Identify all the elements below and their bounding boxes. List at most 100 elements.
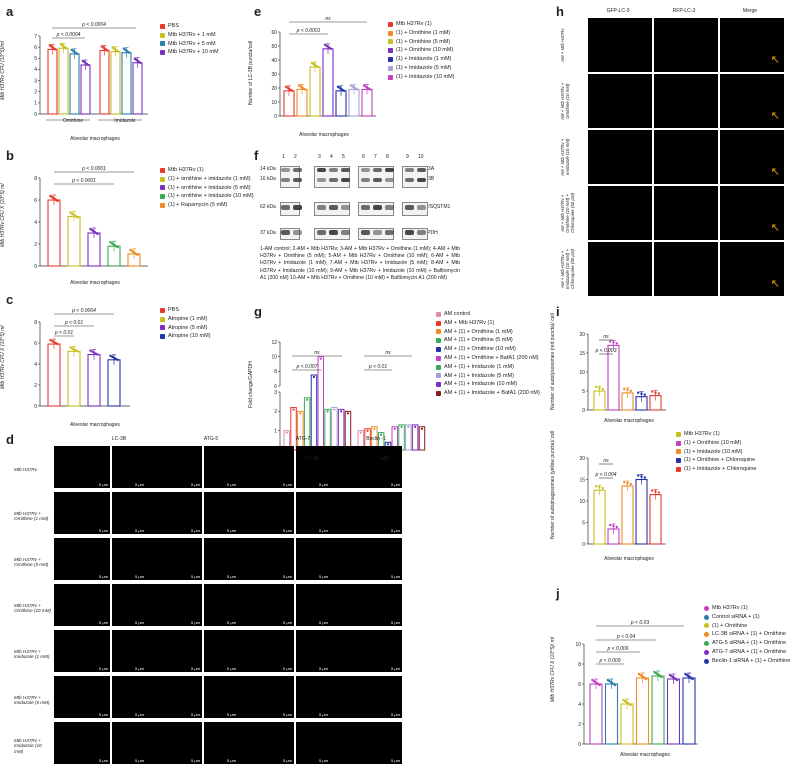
cell-image	[208, 730, 219, 741]
cell-image	[270, 688, 292, 710]
y-tick-label: 10	[579, 370, 585, 376]
scale-bar-label: 5 μm	[391, 574, 400, 579]
col-header-rfp: RFP-LC-3	[672, 8, 696, 14]
y-tick-label: 15	[579, 477, 585, 483]
scale-bar-label: 5 μm	[391, 758, 400, 763]
blot-band	[281, 168, 290, 172]
micrograph-tile: 5 μm	[54, 492, 110, 534]
sig-label: p < 0.003	[595, 348, 617, 354]
cell-image	[334, 730, 356, 752]
panel-label-i: i	[556, 304, 560, 319]
micrograph-tile: 5 μm	[204, 584, 238, 626]
data-point	[691, 677, 694, 681]
blot-band	[341, 230, 350, 235]
bar-1	[67, 350, 81, 407]
legend-marker	[436, 373, 441, 379]
blot-band	[373, 230, 382, 235]
scale-bar-label: 5 μm	[227, 666, 236, 671]
micrograph-tile: 5 μm	[204, 538, 238, 580]
scale-bar-label: 5 μm	[135, 620, 144, 625]
micrograph-tile: 5 μm	[238, 538, 294, 580]
data-point	[306, 398, 309, 401]
data-point	[629, 703, 632, 707]
fluorescence-tile	[654, 242, 718, 296]
cell-image	[736, 28, 768, 60]
cell-image	[133, 458, 144, 469]
scale-bar-label: 5 μm	[227, 620, 236, 625]
col-header-gfp: GFP-LC-3	[606, 8, 630, 14]
col-header-merge: Merge	[742, 8, 758, 14]
legend-marker	[160, 176, 165, 182]
legend-item: (1) + Rapamycin (5 mM)	[160, 201, 254, 210]
cell-image	[133, 642, 144, 653]
sig-label: p < 0.01	[64, 320, 83, 326]
legend-marker	[160, 167, 165, 173]
data-point	[660, 675, 663, 679]
legend-marker	[160, 50, 165, 56]
kda-14: 14 kDa	[260, 166, 276, 172]
legend-marker	[388, 48, 393, 54]
micrograph-tile: 5 μm	[204, 446, 238, 488]
data-point	[643, 393, 646, 396]
y-tick-label: 0	[578, 742, 581, 748]
cell-image	[736, 252, 768, 284]
data-point	[400, 425, 403, 428]
data-point	[303, 88, 307, 91]
cell-image	[300, 638, 311, 649]
legend-label: (1) + Ornithine (1 mM)	[396, 29, 451, 36]
y-tick-label: 0	[34, 404, 37, 410]
micrograph-tile: 5 μm	[112, 538, 146, 580]
fluorescence-tile	[654, 18, 718, 72]
ylabel-i-top: Number of autolysosomes (red puncta)/ ce…	[550, 313, 556, 411]
y-tick-label: 8	[34, 176, 37, 182]
legend-label: AM + (1) + Ornithine + BafA1 (200 nM)	[444, 354, 539, 361]
xlabel-j: Alveolar macrophages	[620, 752, 670, 758]
data-point	[651, 390, 654, 393]
cell-image	[116, 500, 127, 511]
cell-image	[178, 550, 200, 572]
data-point	[71, 347, 74, 350]
fluorescence-tile	[588, 186, 652, 240]
micrograph-tile: 5 μm	[54, 584, 110, 626]
data-point	[54, 48, 57, 51]
bar-2	[87, 353, 101, 407]
legend-label: AM + (1) + Ornithine (10 mM)	[444, 346, 516, 353]
bar-4	[651, 675, 665, 745]
legend-label: (1) + Ornithine + Chloroquine	[684, 457, 756, 464]
cell-image	[334, 592, 356, 614]
data-point	[601, 487, 604, 490]
blot-band	[341, 168, 350, 172]
legend-label: (1) + Imidazole (10 mM)	[684, 448, 743, 455]
group-lc3b: LC-3B	[304, 456, 320, 462]
lane-number: 8	[386, 154, 389, 160]
bar-0	[47, 199, 61, 267]
cell-image	[670, 196, 702, 228]
data-point	[595, 485, 598, 488]
group-imidazole: Imidazole	[114, 118, 136, 124]
data-point	[651, 489, 654, 492]
cell-image	[300, 684, 311, 695]
y-tick-label: 8	[34, 320, 37, 326]
data-point	[49, 338, 52, 342]
data-point	[612, 341, 615, 344]
blot-band	[341, 205, 350, 210]
cell-image	[178, 642, 200, 664]
cell-image	[150, 546, 172, 568]
legend-label: (1) + ornithine + imidazole (1 mM)	[168, 175, 251, 182]
legend-item: (1) + Imidazole (5 mM)	[388, 64, 455, 73]
legend-label: ATG-7 siRNA + (1) + Ornithine	[712, 648, 787, 655]
row-label: Mtb H37Rv + Imidazole (10 mM)	[14, 737, 42, 754]
scale-bar-label: 5 μm	[99, 758, 108, 763]
cell-image	[317, 550, 328, 561]
data-point	[109, 354, 112, 357]
legend-item: Atropine (1 mM)	[160, 315, 211, 324]
y-tick-label: 6	[34, 45, 37, 51]
row-label: Mtb H37Rv	[14, 467, 37, 473]
data-point	[393, 427, 396, 430]
data-point	[640, 475, 643, 478]
y-tick-label: 1	[34, 101, 37, 107]
legend-label: Mtb H37Rv (1)	[712, 605, 748, 611]
data-point	[65, 47, 68, 50]
cell-image	[372, 684, 383, 695]
data-point	[290, 89, 294, 93]
